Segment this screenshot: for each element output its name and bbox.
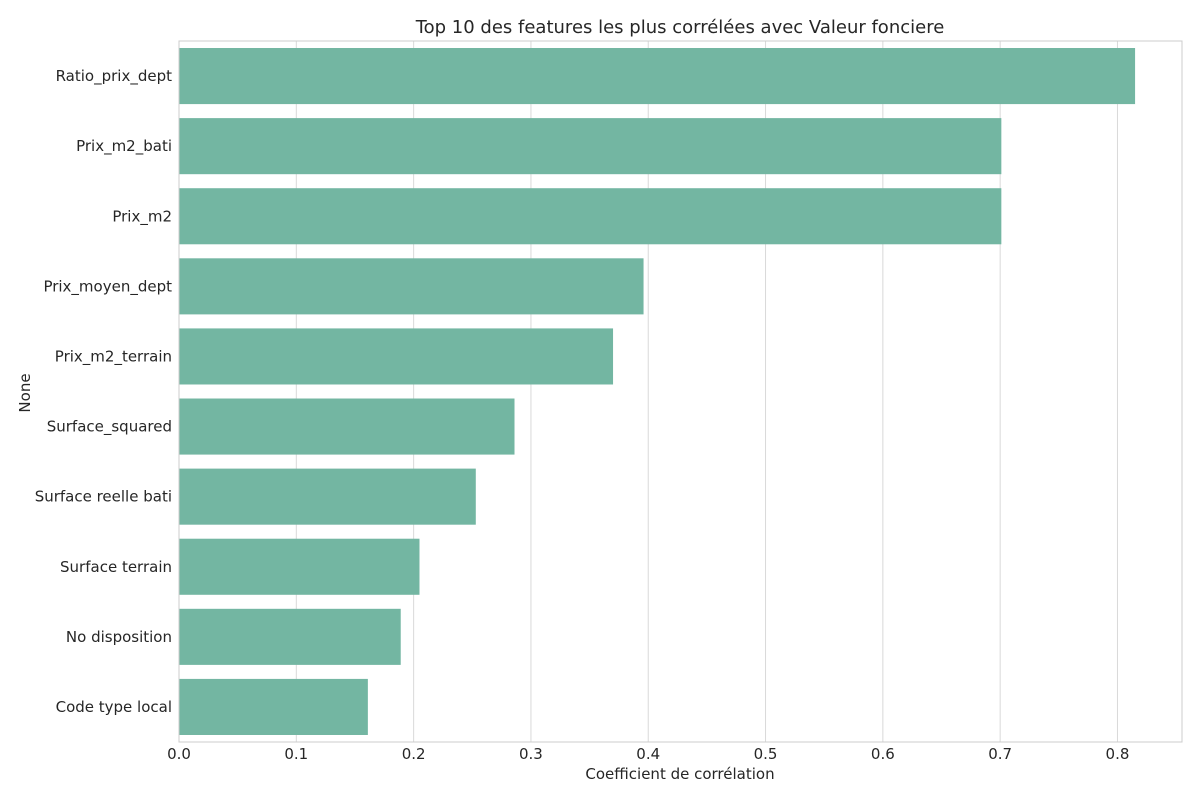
bar xyxy=(179,118,1002,175)
plot-frame xyxy=(178,40,1183,743)
x-tick-label: 0.1 xyxy=(284,745,308,763)
x-tick-label: 0.7 xyxy=(988,745,1012,763)
category-label: No disposition xyxy=(66,628,172,646)
category-label: Ratio_prix_dept xyxy=(56,67,173,86)
x-tick-labels: 0.0 0.1 0.2 0.3 0.4 0.5 0.6 0.7 0.8 xyxy=(167,745,1129,763)
bar xyxy=(179,678,368,735)
bar xyxy=(179,328,614,385)
bar xyxy=(179,48,1136,105)
y-axis-title: None xyxy=(16,373,34,412)
category-label: Prix_moyen_dept xyxy=(43,277,172,296)
bar xyxy=(179,538,420,595)
chart-title: Top 10 des features les plus corrélées a… xyxy=(415,17,945,38)
category-label: Prix_m2 xyxy=(112,207,172,226)
bar xyxy=(179,468,476,525)
x-tick-label: 0.4 xyxy=(636,745,660,763)
category-label: Code type local xyxy=(56,698,172,716)
bar xyxy=(179,398,515,455)
x-tick-label: 0.8 xyxy=(1106,745,1130,763)
category-label: Prix_m2_bati xyxy=(76,137,172,156)
bars xyxy=(179,48,1136,735)
x-tick-label: 0.0 xyxy=(167,745,191,763)
x-tick-label: 0.2 xyxy=(402,745,426,763)
category-label: Surface terrain xyxy=(60,558,172,576)
x-tick-label: 0.3 xyxy=(519,745,543,763)
y-category-labels: Ratio_prix_dept Prix_m2_bati Prix_m2 Prix_m… xyxy=(35,67,172,716)
category-label: Prix_m2_terrain xyxy=(55,347,172,366)
bar xyxy=(179,258,644,315)
x-axis-title: Coefficient de corrélation xyxy=(585,765,774,783)
category-label: Surface reelle bati xyxy=(35,488,172,506)
x-tick-label: 0.5 xyxy=(754,745,778,763)
category-label: Surface_squared xyxy=(47,418,172,437)
bar xyxy=(179,188,1002,245)
bar xyxy=(179,608,401,665)
x-tick-label: 0.6 xyxy=(871,745,895,763)
